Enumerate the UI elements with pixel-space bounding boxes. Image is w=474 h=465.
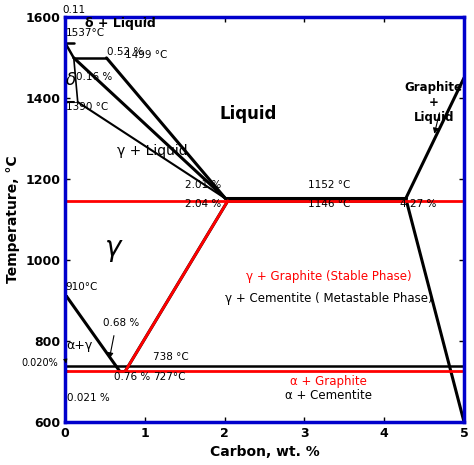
Text: γ + Cementite ( Metastable Phase): γ + Cementite ( Metastable Phase) <box>225 292 432 305</box>
Text: α+γ: α+γ <box>66 339 92 352</box>
Text: γ + Liquid: γ + Liquid <box>118 144 188 158</box>
Text: 0.52 %: 0.52 % <box>107 47 144 57</box>
X-axis label: Carbon, wt. %: Carbon, wt. % <box>210 445 319 459</box>
Text: 0.021 %: 0.021 % <box>66 393 109 403</box>
Text: 727°C: 727°C <box>153 372 185 382</box>
Text: δ: δ <box>66 71 76 89</box>
Text: 2.04 %: 2.04 % <box>185 199 221 209</box>
Text: 738 °C: 738 °C <box>153 352 189 362</box>
Text: δ + Liquid: δ + Liquid <box>85 17 155 30</box>
Text: 4.27 %: 4.27 % <box>400 199 437 209</box>
Text: 1152 °C: 1152 °C <box>309 180 351 190</box>
Y-axis label: Temperature, °C: Temperature, °C <box>6 156 19 283</box>
Text: Graphite
+
Liquid: Graphite + Liquid <box>405 80 463 124</box>
Text: 1390 °C: 1390 °C <box>66 102 108 112</box>
Text: γ + Graphite (Stable Phase): γ + Graphite (Stable Phase) <box>246 270 411 283</box>
Text: 0.16 %: 0.16 % <box>76 72 112 81</box>
Text: 1537°C: 1537°C <box>66 28 105 38</box>
Text: 2.01 %: 2.01 % <box>185 180 221 190</box>
Text: γ: γ <box>105 234 121 262</box>
Text: Liquid: Liquid <box>220 105 277 123</box>
Text: 910°C: 910°C <box>66 282 98 292</box>
Text: α + Cementite: α + Cementite <box>285 389 372 402</box>
Text: α + Graphite: α + Graphite <box>290 375 367 388</box>
Text: 0.020%: 0.020% <box>22 358 59 368</box>
Text: 0.76 %: 0.76 % <box>114 372 151 382</box>
Text: 1499 °C: 1499 °C <box>125 50 167 60</box>
Text: 1146 °C: 1146 °C <box>309 199 351 209</box>
Text: 0.68 %: 0.68 % <box>103 318 139 328</box>
Text: 0.11: 0.11 <box>62 6 85 15</box>
